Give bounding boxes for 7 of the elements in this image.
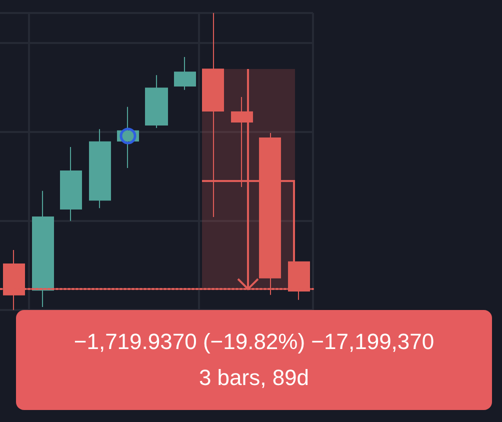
candlestick — [145, 74, 168, 128]
candlestick — [60, 146, 82, 222]
candlestick — [32, 190, 54, 308]
candlestick — [89, 128, 111, 209]
text: 3 bars, 89d — [198, 365, 310, 391]
text: −1,719.9370 (−19.82%) −17,199,370 — [72, 329, 436, 355]
candlestick — [174, 56, 196, 90]
